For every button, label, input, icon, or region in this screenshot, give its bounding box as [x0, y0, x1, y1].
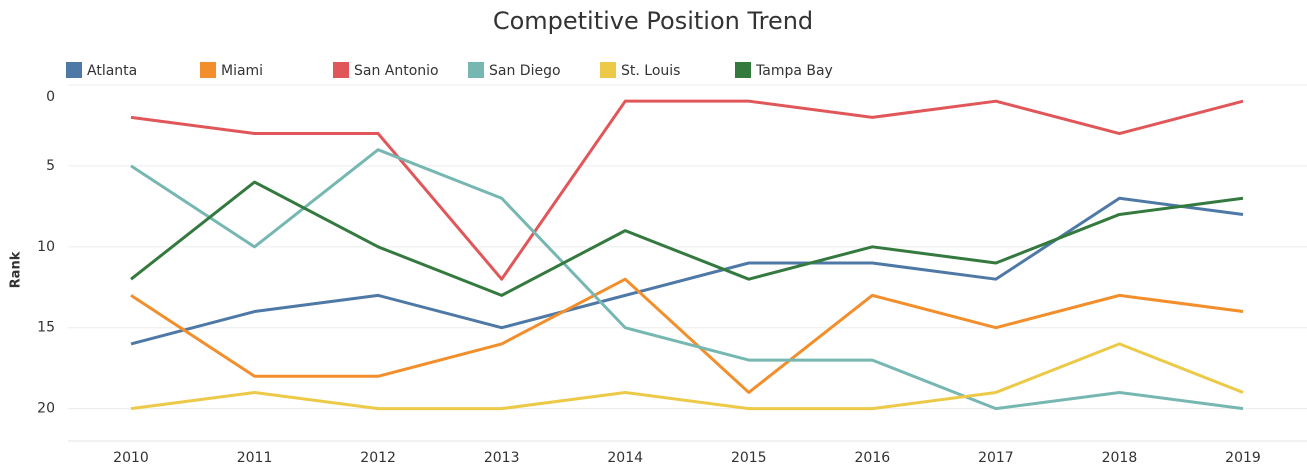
legend-swatch [200, 62, 216, 78]
legend-label: Tampa Bay [755, 63, 833, 79]
line-series [130, 342, 1244, 411]
y-axis-label: Rank [9, 251, 24, 288]
x-tick-label: 2017 [978, 450, 1014, 466]
x-tick-label: 2019 [1225, 450, 1261, 466]
legend-label: San Antonio [354, 63, 439, 79]
legend-swatch [600, 62, 616, 78]
legend-swatch [66, 62, 82, 78]
y-tick-label: 0 [46, 89, 55, 105]
x-tick-label: 2012 [360, 450, 396, 466]
legend-label: Atlanta [87, 63, 137, 79]
line-series [130, 99, 1244, 281]
line-series [130, 180, 1244, 297]
legend-label: St. Louis [621, 63, 680, 79]
chart-title: Competitive Position Trend [493, 7, 813, 35]
x-tick-label: 2013 [484, 450, 520, 466]
legend-swatch [735, 62, 751, 78]
x-tick-label: 2018 [1102, 450, 1138, 466]
x-tick-label: 2011 [237, 450, 273, 466]
y-tick-label: 5 [46, 158, 55, 174]
legend-swatch [333, 62, 349, 78]
y-tick-label: 15 [37, 320, 55, 336]
x-tick-label: 2014 [607, 450, 643, 466]
y-tick-label: 20 [37, 401, 55, 417]
legend-label: Miami [221, 63, 263, 79]
x-tick-label: 2015 [731, 450, 767, 466]
legend-swatch [468, 62, 484, 78]
line-series [130, 277, 1244, 394]
x-tick-label: 2016 [855, 450, 891, 466]
y-tick-label: 10 [37, 239, 55, 255]
x-tick-label: 2010 [113, 450, 149, 466]
legend-label: San Diego [489, 63, 561, 79]
line-series [130, 148, 1244, 411]
line-series [130, 196, 1244, 346]
